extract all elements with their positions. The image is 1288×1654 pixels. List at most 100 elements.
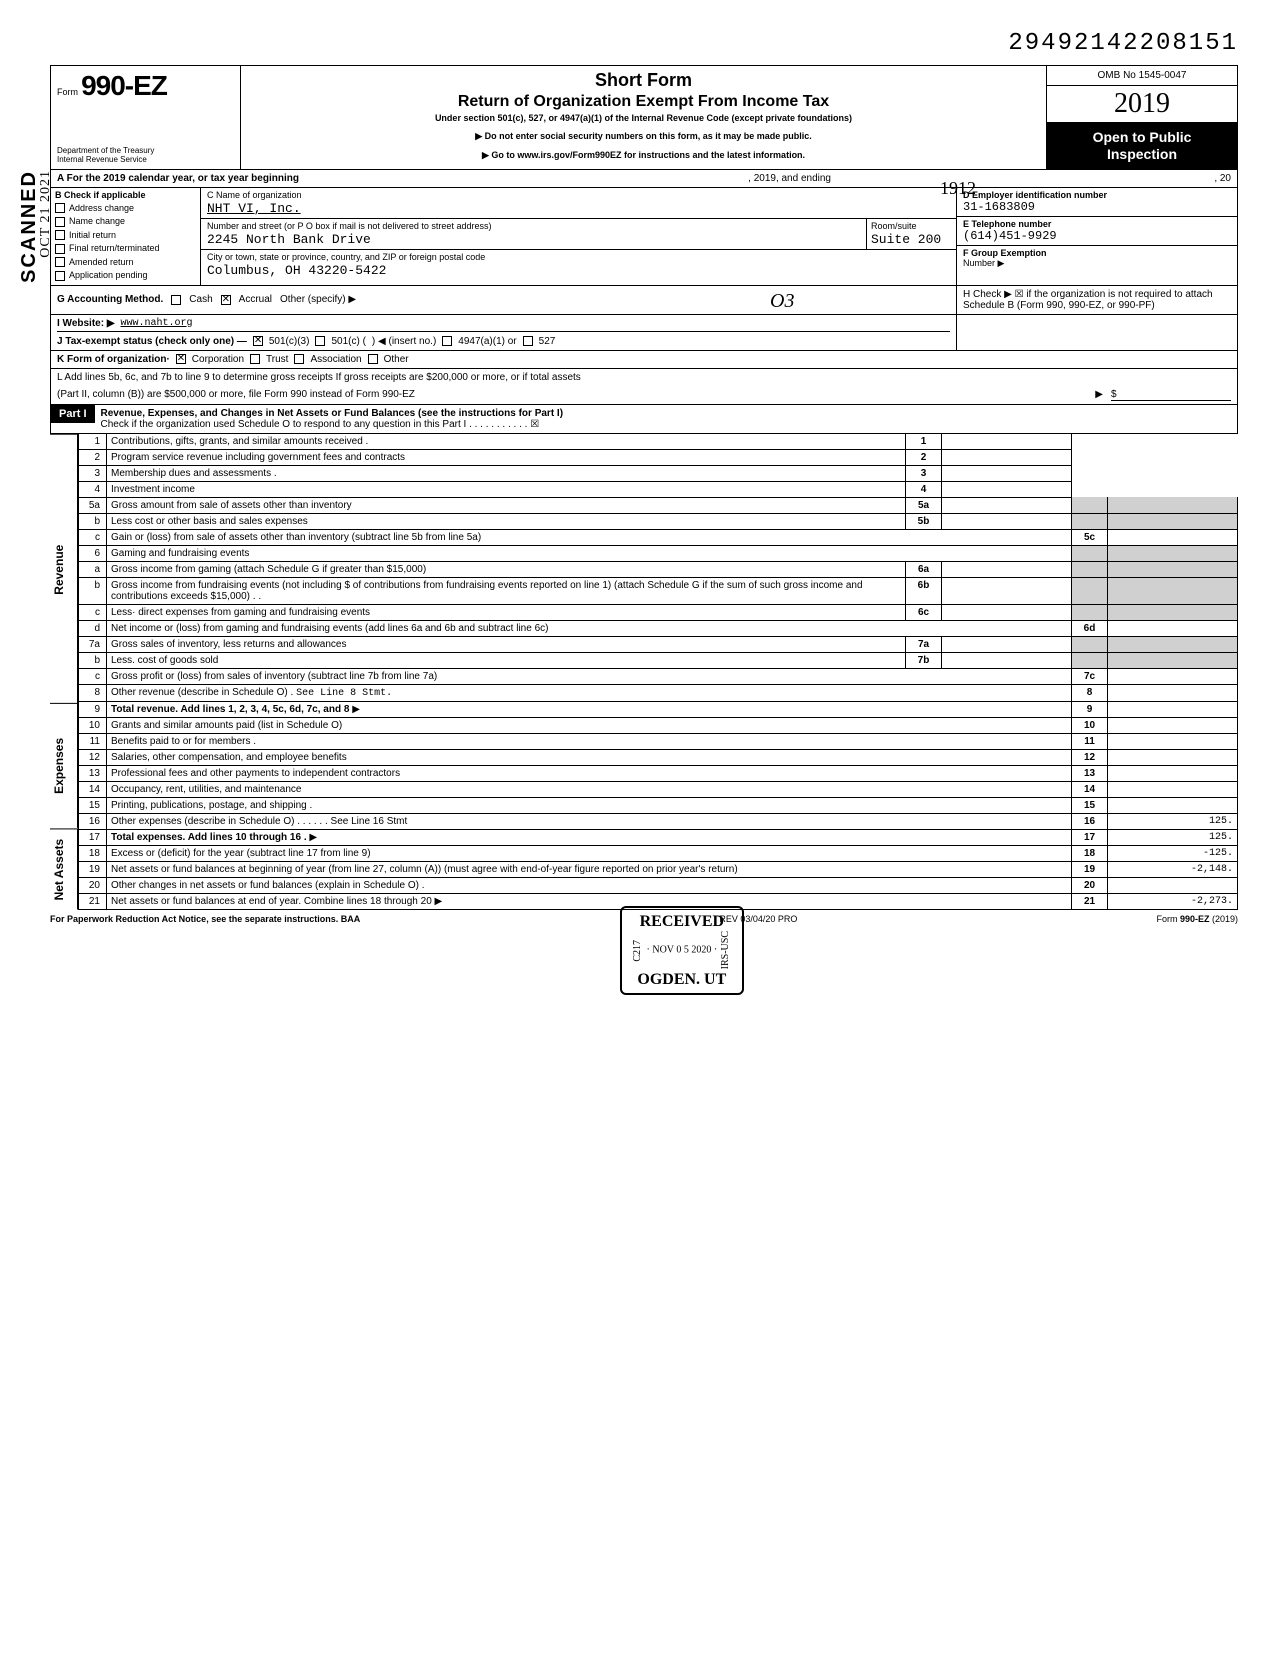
- n21: 21: [79, 893, 107, 909]
- chk-name-change[interactable]: [55, 217, 65, 227]
- b15: 15: [1072, 797, 1108, 813]
- a13[interactable]: [1108, 765, 1238, 781]
- sa7b[interactable]: [942, 652, 1072, 668]
- n5b: b: [79, 513, 107, 529]
- a5c[interactable]: [1108, 529, 1238, 545]
- a16[interactable]: 125.: [1108, 813, 1238, 829]
- b5b: 5b: [906, 513, 942, 529]
- a9[interactable]: [1108, 701, 1238, 717]
- val-city: Columbus, OH 43220-5422: [207, 263, 386, 278]
- a7c[interactable]: [1108, 668, 1238, 684]
- t13: Professional fees and other payments to …: [107, 765, 1072, 781]
- g7a: [1072, 636, 1108, 652]
- open-public-line1: Open to Public: [1049, 129, 1235, 146]
- side-netassets: Net Assets: [50, 828, 78, 909]
- n7c: c: [79, 668, 107, 684]
- a20[interactable]: [1108, 877, 1238, 893]
- row-a-left: A For the 2019 calendar year, or tax yea…: [57, 173, 299, 184]
- a8[interactable]: [1108, 684, 1238, 701]
- omb-number: OMB No 1545-0047: [1047, 66, 1237, 86]
- lines-table: 1Contributions, gifts, grants, and simil…: [78, 434, 1238, 910]
- col-c-org-info: C Name of organization NHT VI, Inc. Numb…: [201, 188, 957, 285]
- col-b-header: B Check if applicable: [55, 190, 196, 200]
- b6c: 6c: [906, 604, 942, 620]
- n6b: b: [79, 577, 107, 604]
- chk-501c3[interactable]: [253, 336, 263, 346]
- lbl-address: Number and street (or P O box if mail is…: [207, 221, 866, 231]
- t17: Total expenses. Add lines 10 through 16 …: [111, 832, 307, 843]
- title-short-form: Short Form: [249, 70, 1038, 91]
- t18: Excess or (deficit) for the year (subtra…: [107, 845, 1072, 861]
- received-label: RECEIVED: [632, 912, 732, 931]
- t7b: Less. cost of goods sold: [107, 652, 906, 668]
- a21[interactable]: -2,273.: [1108, 893, 1238, 909]
- chk-4947[interactable]: [442, 336, 452, 346]
- chk-association[interactable]: [294, 354, 304, 364]
- a18[interactable]: -125.: [1108, 845, 1238, 861]
- a14[interactable]: [1108, 781, 1238, 797]
- sa5a[interactable]: [942, 497, 1072, 513]
- b9: 9: [1072, 701, 1108, 717]
- chk-trust[interactable]: [250, 354, 260, 364]
- n15: 15: [79, 797, 107, 813]
- lbl-website: I Website: ▶: [57, 318, 115, 329]
- a4[interactable]: [942, 481, 1072, 497]
- row-a-right: , 20: [1031, 173, 1231, 184]
- sa7a[interactable]: [942, 636, 1072, 652]
- chk-527[interactable]: [523, 336, 533, 346]
- n7b: b: [79, 652, 107, 668]
- a19[interactable]: -2,148.: [1108, 861, 1238, 877]
- sa5b[interactable]: [942, 513, 1072, 529]
- date-stamp: OCT 21 2021: [38, 170, 54, 258]
- n10: 10: [79, 717, 107, 733]
- lbl-tax-exempt: J Tax-exempt status (check only one) —: [57, 336, 247, 347]
- n6a: a: [79, 561, 107, 577]
- handwritten-1912: 1912: [940, 178, 976, 199]
- g6b: [1072, 577, 1108, 604]
- chk-final-return[interactable]: [55, 244, 65, 254]
- sa6b[interactable]: [942, 577, 1072, 604]
- row-a-mid: , 2019, and ending: [748, 173, 831, 184]
- lbl-form-organization: K Form of organization·: [57, 354, 170, 365]
- n18: 18: [79, 845, 107, 861]
- sa6c[interactable]: [942, 604, 1072, 620]
- b6a: 6a: [906, 561, 942, 577]
- b6d: 6d: [1072, 620, 1108, 636]
- dept-irs: Internal Revenue Service: [57, 156, 234, 165]
- chk-other-org[interactable]: [368, 354, 378, 364]
- received-location: OGDEN. UT: [632, 970, 732, 989]
- b6b: 6b: [906, 577, 942, 604]
- chk-corporation[interactable]: [176, 354, 186, 364]
- t4: Investment income: [107, 481, 906, 497]
- chk-amended-return[interactable]: [55, 257, 65, 267]
- t3: Membership dues and assessments .: [107, 465, 906, 481]
- b11: 11: [1072, 733, 1108, 749]
- a3[interactable]: [942, 465, 1072, 481]
- a11[interactable]: [1108, 733, 1238, 749]
- a2[interactable]: [942, 449, 1072, 465]
- chk-501c[interactable]: [315, 336, 325, 346]
- a10[interactable]: [1108, 717, 1238, 733]
- ga6b: [1108, 577, 1238, 604]
- n6d: d: [79, 620, 107, 636]
- chk-address-change[interactable]: [55, 203, 65, 213]
- a6d[interactable]: [1108, 620, 1238, 636]
- instr-url: ▶ Go to www.irs.gov/Form990EZ for instru…: [249, 150, 1038, 161]
- chk-accrual[interactable]: [221, 295, 231, 305]
- t10: Grants and similar amounts paid (list in…: [107, 717, 1072, 733]
- chk-application-pending[interactable]: [55, 271, 65, 281]
- sa6a[interactable]: [942, 561, 1072, 577]
- a12[interactable]: [1108, 749, 1238, 765]
- a15[interactable]: [1108, 797, 1238, 813]
- received-stamp: RECEIVED C217 · NOV 0 5 2020 · IRS-USC O…: [620, 906, 744, 995]
- b14: 14: [1072, 781, 1108, 797]
- chk-initial-return[interactable]: [55, 230, 65, 240]
- lbl-501c: 501(c) (: [331, 336, 365, 347]
- lbl-other-org: Other: [384, 354, 409, 365]
- chk-cash[interactable]: [171, 295, 181, 305]
- b7b: 7b: [906, 652, 942, 668]
- a1[interactable]: [942, 434, 1072, 450]
- instr-ssn: ▶ Do not enter social security numbers o…: [249, 131, 1038, 142]
- a17[interactable]: 125.: [1108, 829, 1238, 845]
- t21: Net assets or fund balances at end of ye…: [111, 896, 432, 907]
